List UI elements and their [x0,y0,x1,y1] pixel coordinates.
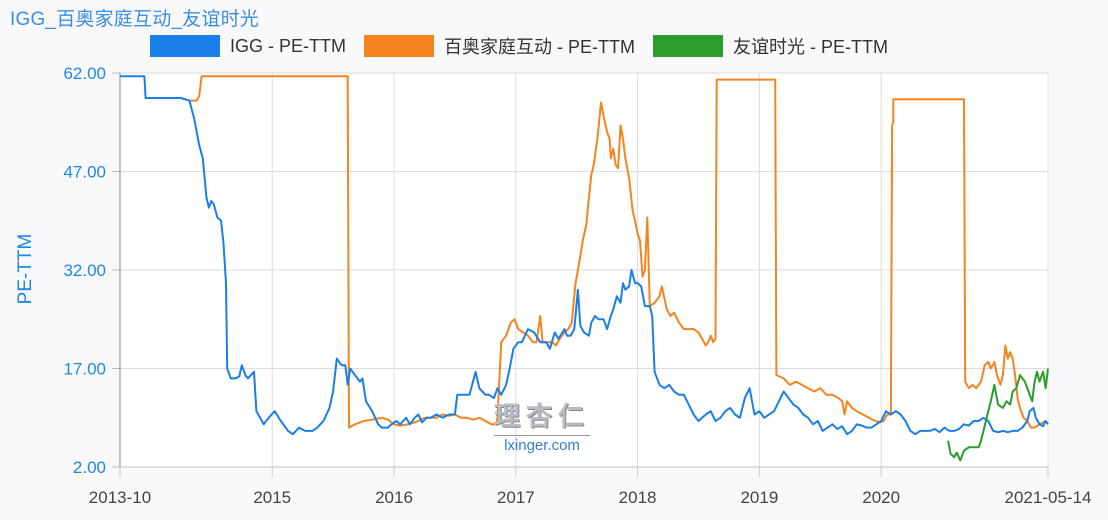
series-lines [120,75,1049,462]
x-tick-label: 2021-05-14 [1005,488,1092,507]
legend-swatch-baiao [364,35,434,57]
series-line-1 [190,75,1047,429]
legend-swatch-youyi [653,35,723,57]
x-tick-label: 2018 [619,488,657,507]
x-tick-label: 2019 [740,488,778,507]
x-tick-label: 2016 [375,488,413,507]
legend-item-igg[interactable]: IGG - PE-TTM [150,35,346,57]
watermark-url: lxinger.com [494,435,591,454]
chart-title: IGG_百奥家庭互动_友谊时光 [10,9,259,30]
series-line-2 [947,368,1049,462]
chart-legend: IGG - PE-TTM 百奥家庭互动 - PE-TTM 友谊时光 - PE-T… [150,33,906,59]
grid-lines [119,72,1049,468]
legend-label-baiao: 百奥家庭互动 - PE-TTM [444,37,635,57]
y-tick-label: 17.00 [63,360,106,379]
legend-label-igg: IGG - PE-TTM [230,35,346,56]
watermark-logo-text: 理杏仁 [494,401,591,431]
legend-swatch-igg [150,35,220,57]
x-tick-label: 2020 [862,488,900,507]
y-tick-label: 47.00 [63,163,106,182]
x-tick-label: 2015 [253,488,291,507]
y-tick-label: 62.00 [63,64,106,83]
series-line-0 [120,75,1049,436]
y-tick-label: 2.00 [73,458,106,477]
legend-item-baiao[interactable]: 百奥家庭互动 - PE-TTM [364,33,635,59]
legend-label-youyi: 友谊时光 - PE-TTM [733,37,888,57]
x-tick-label: 2013-10 [89,488,151,507]
axes: 62.00 47.00 32.00 17.00 2.00 2013-10 2015 2016 2… [63,64,1091,507]
watermark: 理杏仁 lxinger.com [494,396,591,454]
y-tick-label: 32.00 [63,261,106,280]
legend-item-youyi[interactable]: 友谊时光 - PE-TTM [653,33,888,59]
x-tick-label: 2017 [497,488,535,507]
